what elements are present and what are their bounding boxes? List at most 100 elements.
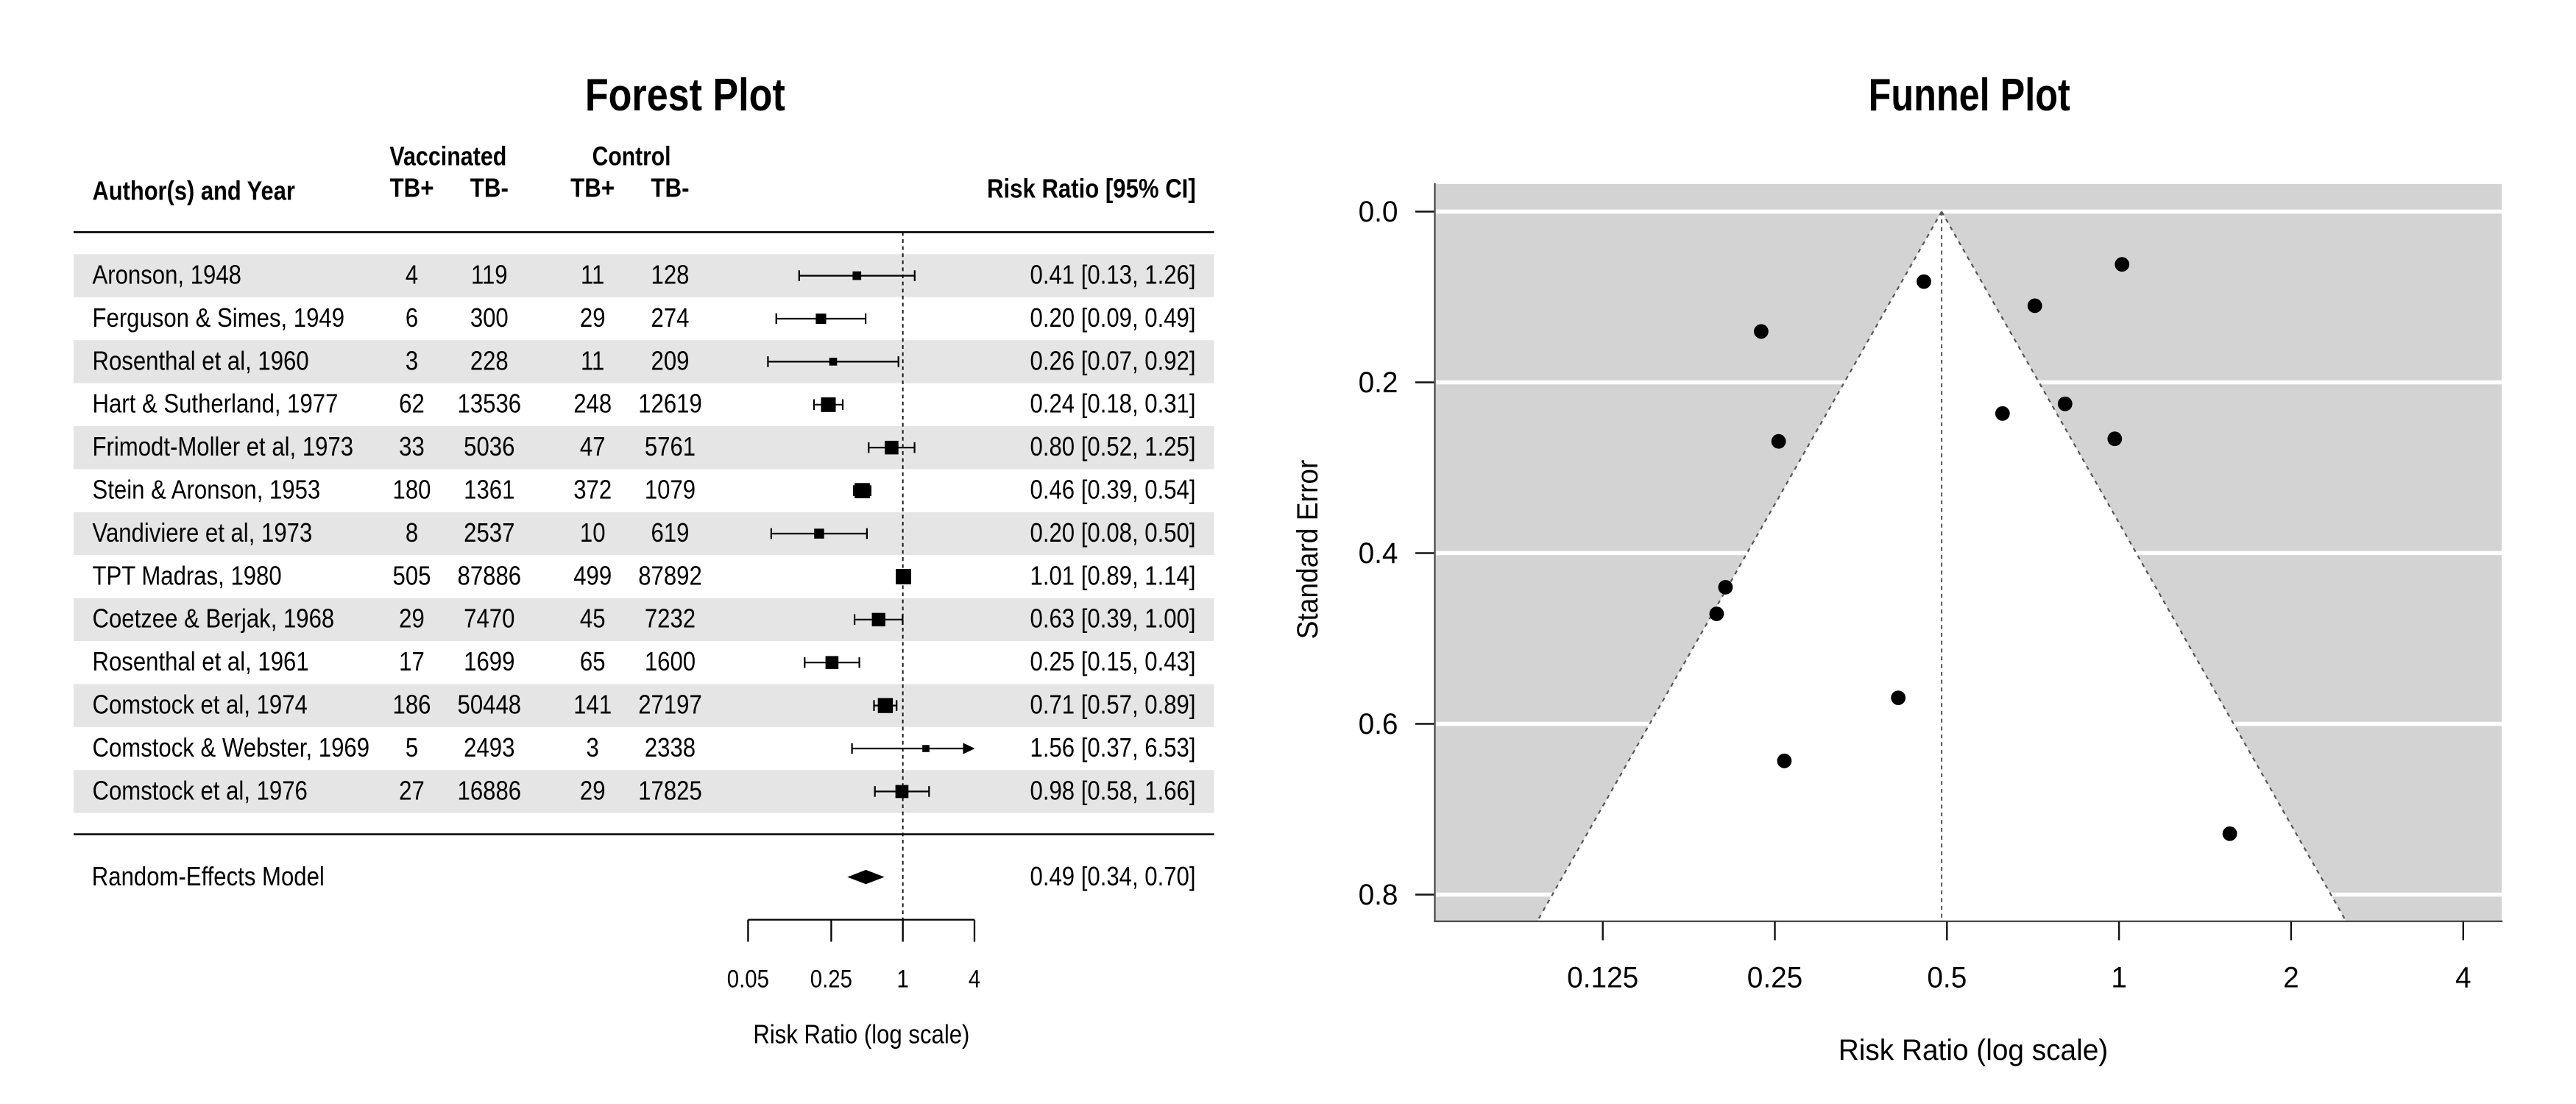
svg-text:0.26 [0.07, 0.92]: 0.26 [0.07, 0.92] — [1030, 347, 1196, 376]
svg-text:505: 505 — [393, 562, 431, 591]
svg-text:Random-Effects Model: Random-Effects Model — [92, 863, 325, 892]
svg-text:12619: 12619 — [638, 390, 702, 420]
svg-text:119: 119 — [471, 261, 508, 290]
svg-text:29: 29 — [399, 605, 425, 634]
svg-text:0.25 [0.15, 0.43]: 0.25 [0.15, 0.43] — [1030, 648, 1196, 677]
svg-text:45: 45 — [580, 605, 606, 634]
svg-text:4: 4 — [406, 261, 418, 290]
svg-text:Comstock et al, 1974: Comstock et al, 1974 — [93, 690, 308, 720]
svg-text:1079: 1079 — [645, 475, 696, 505]
svg-text:62: 62 — [399, 390, 425, 420]
svg-text:4: 4 — [2455, 961, 2471, 994]
svg-text:11: 11 — [581, 347, 604, 376]
svg-text:1361: 1361 — [464, 475, 514, 505]
svg-text:Control: Control — [592, 142, 671, 171]
svg-text:Aronson, 1948: Aronson, 1948 — [93, 261, 241, 290]
svg-text:Rosenthal et al, 1961: Rosenthal et al, 1961 — [93, 648, 309, 677]
svg-text:0.98 [0.58, 1.66]: 0.98 [0.58, 1.66] — [1030, 776, 1196, 806]
svg-text:619: 619 — [651, 519, 690, 548]
svg-text:87892: 87892 — [638, 562, 702, 591]
svg-text:2: 2 — [2283, 961, 2299, 994]
svg-text:0.6: 0.6 — [1359, 708, 1398, 741]
svg-text:6: 6 — [406, 304, 418, 333]
svg-text:372: 372 — [573, 475, 612, 505]
svg-text:7470: 7470 — [464, 605, 514, 634]
svg-text:27197: 27197 — [638, 690, 702, 720]
svg-text:5: 5 — [406, 734, 418, 763]
svg-text:0.125: 0.125 — [1567, 961, 1638, 994]
svg-text:0.20 [0.08, 0.50]: 0.20 [0.08, 0.50] — [1030, 519, 1196, 548]
svg-text:87886: 87886 — [458, 562, 522, 591]
svg-text:Rosenthal et al, 1960: Rosenthal et al, 1960 — [93, 347, 309, 376]
svg-text:TB-: TB- — [470, 173, 509, 203]
svg-text:248: 248 — [573, 390, 612, 420]
svg-text:Vandiviere et al, 1973: Vandiviere et al, 1973 — [93, 519, 313, 548]
svg-text:10: 10 — [580, 519, 606, 548]
svg-text:TB+: TB+ — [570, 173, 615, 203]
svg-text:0.5: 0.5 — [1927, 961, 1967, 994]
svg-text:1.01 [0.89, 1.14]: 1.01 [0.89, 1.14] — [1030, 562, 1196, 591]
svg-text:2493: 2493 — [464, 734, 514, 763]
svg-text:1: 1 — [897, 964, 909, 993]
svg-text:Comstock & Webster, 1969: Comstock & Webster, 1969 — [93, 734, 370, 763]
svg-text:Coetzee & Berjak, 1968: Coetzee & Berjak, 1968 — [93, 605, 335, 634]
svg-text:2338: 2338 — [645, 734, 696, 763]
svg-text:Risk Ratio (log scale): Risk Ratio (log scale) — [753, 1020, 969, 1050]
svg-text:Comstock et al, 1976: Comstock et al, 1976 — [93, 776, 308, 806]
svg-text:209: 209 — [651, 347, 690, 376]
svg-text:27: 27 — [399, 776, 425, 806]
svg-text:5036: 5036 — [464, 433, 514, 462]
svg-text:Author(s) and Year: Author(s) and Year — [93, 177, 295, 206]
svg-text:180: 180 — [393, 475, 431, 505]
svg-text:3: 3 — [587, 734, 599, 763]
svg-text:33: 33 — [399, 433, 425, 462]
svg-text:1: 1 — [2111, 961, 2127, 994]
svg-text:0.41 [0.13, 1.26]: 0.41 [0.13, 1.26] — [1030, 261, 1196, 290]
svg-text:50448: 50448 — [458, 690, 522, 720]
svg-text:8: 8 — [406, 519, 418, 548]
svg-text:Risk Ratio (log scale): Risk Ratio (log scale) — [1839, 1033, 2108, 1066]
svg-text:Stein & Aronson, 1953: Stein & Aronson, 1953 — [93, 475, 321, 505]
svg-text:1.56 [0.37, 6.53]: 1.56 [0.37, 6.53] — [1030, 734, 1196, 763]
svg-text:0.2: 0.2 — [1359, 367, 1398, 400]
svg-text:TB-: TB- — [651, 173, 689, 203]
svg-text:7232: 7232 — [645, 605, 696, 634]
svg-text:0.25: 0.25 — [810, 964, 852, 993]
svg-text:5761: 5761 — [645, 433, 696, 462]
svg-text:TPT Madras, 1980: TPT Madras, 1980 — [93, 562, 282, 591]
svg-text:Hart & Sutherland, 1977: Hart & Sutherland, 1977 — [93, 390, 339, 420]
svg-text:228: 228 — [470, 347, 509, 376]
svg-text:29: 29 — [580, 304, 606, 333]
svg-text:0.63 [0.39, 1.00]: 0.63 [0.39, 1.00] — [1030, 605, 1196, 634]
svg-text:47: 47 — [580, 433, 606, 462]
svg-text:499: 499 — [573, 562, 612, 591]
svg-text:Funnel Plot: Funnel Plot — [1869, 69, 2070, 120]
svg-text:1600: 1600 — [645, 648, 696, 677]
svg-text:0.80 [0.52, 1.25]: 0.80 [0.52, 1.25] — [1030, 433, 1196, 462]
svg-text:0.05: 0.05 — [727, 964, 769, 993]
svg-text:13536: 13536 — [458, 390, 522, 420]
svg-text:29: 29 — [580, 776, 606, 806]
svg-text:186: 186 — [393, 690, 431, 720]
svg-text:2537: 2537 — [464, 519, 514, 548]
svg-text:0.46 [0.39, 0.54]: 0.46 [0.39, 0.54] — [1030, 475, 1196, 505]
svg-text:0.20 [0.09, 0.49]: 0.20 [0.09, 0.49] — [1030, 304, 1196, 333]
svg-text:3: 3 — [406, 347, 418, 376]
svg-text:Forest Plot: Forest Plot — [585, 70, 785, 121]
svg-text:0.0: 0.0 — [1359, 196, 1398, 229]
svg-text:0.25: 0.25 — [1747, 961, 1802, 994]
svg-text:0.49 [0.34, 0.70]: 0.49 [0.34, 0.70] — [1030, 863, 1196, 892]
svg-text:300: 300 — [470, 304, 509, 333]
svg-text:TB+: TB+ — [389, 173, 434, 203]
svg-text:Ferguson & Simes, 1949: Ferguson & Simes, 1949 — [93, 304, 345, 333]
svg-text:0.8: 0.8 — [1359, 879, 1398, 912]
svg-text:Vaccinated: Vaccinated — [389, 142, 506, 171]
svg-text:0.24 [0.18, 0.31]: 0.24 [0.18, 0.31] — [1030, 390, 1196, 420]
svg-text:141: 141 — [573, 690, 612, 720]
svg-text:16886: 16886 — [458, 776, 522, 806]
svg-text:11: 11 — [581, 261, 604, 290]
svg-text:4: 4 — [969, 964, 980, 993]
svg-text:128: 128 — [651, 261, 690, 290]
svg-text:274: 274 — [651, 304, 690, 333]
svg-text:0.71 [0.57, 0.89]: 0.71 [0.57, 0.89] — [1030, 690, 1196, 720]
